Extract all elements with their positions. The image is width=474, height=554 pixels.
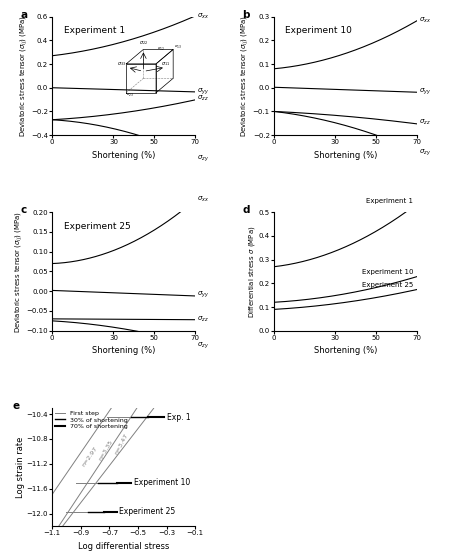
Text: $\sigma_{zy}$: $\sigma_{zy}$ <box>197 341 209 351</box>
Text: Experiment 10: Experiment 10 <box>285 26 352 35</box>
Text: $\sigma_{xx}$: $\sigma_{xx}$ <box>197 11 210 20</box>
Y-axis label: Log strain rate: Log strain rate <box>16 437 25 497</box>
Text: $\sigma_{yy}$: $\sigma_{yy}$ <box>419 86 431 97</box>
Text: Experiment 25: Experiment 25 <box>64 222 130 230</box>
Text: n=3.47: n=3.47 <box>114 433 129 455</box>
X-axis label: Log differential stress: Log differential stress <box>78 542 169 551</box>
X-axis label: Shortening (%): Shortening (%) <box>92 151 155 160</box>
Text: Experiment 10: Experiment 10 <box>362 269 413 275</box>
Text: $\sigma_{zz}$: $\sigma_{zz}$ <box>197 94 209 103</box>
Text: Experiment 1: Experiment 1 <box>64 26 125 35</box>
Text: $\sigma_{zy}$: $\sigma_{zy}$ <box>197 153 209 163</box>
Text: b: b <box>243 9 250 19</box>
Text: Experiment 25: Experiment 25 <box>362 282 413 288</box>
Text: $\sigma_{zz}$: $\sigma_{zz}$ <box>419 118 431 127</box>
Text: c: c <box>21 205 27 215</box>
Text: $\sigma_{xx}$: $\sigma_{xx}$ <box>419 16 431 25</box>
Text: $\sigma_{zy}$: $\sigma_{zy}$ <box>419 147 431 158</box>
Text: $\sigma_{zz}$: $\sigma_{zz}$ <box>197 314 209 324</box>
X-axis label: Shortening (%): Shortening (%) <box>314 346 377 356</box>
Text: Experiment 10: Experiment 10 <box>134 478 190 487</box>
Text: e: e <box>12 401 19 411</box>
Legend: First step, 30% of shortening, 70% of shortening: First step, 30% of shortening, 70% of sh… <box>55 411 128 429</box>
Text: Experiment 25: Experiment 25 <box>119 507 176 516</box>
Text: $\sigma_{yy}$: $\sigma_{yy}$ <box>197 290 210 300</box>
Y-axis label: Differential stress $\sigma$ (MPa): Differential stress $\sigma$ (MPa) <box>247 225 257 318</box>
Text: d: d <box>243 205 250 215</box>
Text: a: a <box>21 9 28 19</box>
Y-axis label: Deviatoric stress tensor ($\sigma_{ij}$) (MPa): Deviatoric stress tensor ($\sigma_{ij}$)… <box>18 15 29 137</box>
Text: Exp. 1: Exp. 1 <box>167 413 190 422</box>
X-axis label: Shortening (%): Shortening (%) <box>92 346 155 356</box>
X-axis label: Shortening (%): Shortening (%) <box>314 151 377 160</box>
Text: n=3.35: n=3.35 <box>98 439 114 462</box>
Y-axis label: Deviatoric stress tensor ($\sigma_{ij}$) (MPa): Deviatoric stress tensor ($\sigma_{ij}$)… <box>240 15 251 137</box>
Text: Experiment 1: Experiment 1 <box>366 198 413 204</box>
Text: n=2.97: n=2.97 <box>81 446 98 468</box>
Text: $\sigma_{yy}$: $\sigma_{yy}$ <box>197 86 210 96</box>
Y-axis label: Deviatoric stress tensor ($\sigma_{ij}$) (MPa): Deviatoric stress tensor ($\sigma_{ij}$)… <box>14 211 25 332</box>
Text: $\sigma_{xx}$: $\sigma_{xx}$ <box>197 194 210 204</box>
